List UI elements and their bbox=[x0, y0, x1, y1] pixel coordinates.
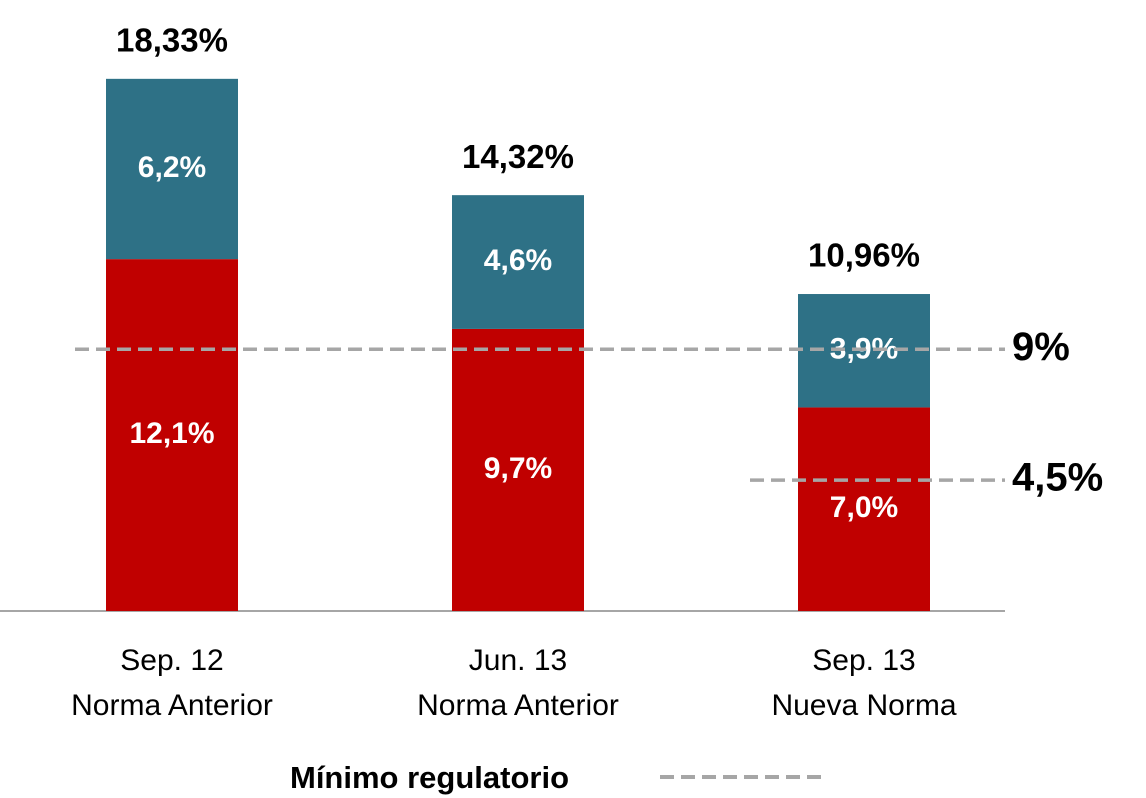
x-tick-label: Norma Anterior bbox=[417, 689, 619, 722]
segment-label: 12,1% bbox=[129, 417, 214, 450]
legend-label: Mínimo regulatorio bbox=[290, 760, 569, 795]
segment-label: 7,0% bbox=[830, 491, 898, 524]
x-tick-label: Nueva Norma bbox=[771, 689, 956, 722]
bar-segment bbox=[106, 259, 238, 611]
segment-label: 9,7% bbox=[484, 452, 552, 485]
bar-segment bbox=[452, 328, 584, 611]
segment-label: 4,6% bbox=[484, 244, 552, 277]
total-label: 10,96% bbox=[808, 237, 920, 274]
bar-segment bbox=[798, 407, 930, 611]
total-label: 18,33% bbox=[116, 22, 228, 59]
x-tick-label: Jun. 13 bbox=[469, 644, 567, 677]
reference-label: 9% bbox=[1012, 325, 1070, 369]
reference-label: 4,5% bbox=[1012, 456, 1103, 500]
bar-segment bbox=[452, 195, 584, 329]
x-tick-label: Norma Anterior bbox=[71, 689, 273, 722]
segment-label: 6,2% bbox=[138, 151, 206, 184]
x-tick-label: Sep. 13 bbox=[812, 644, 915, 677]
bar-segment bbox=[106, 78, 238, 260]
x-tick-label: Sep. 12 bbox=[120, 644, 223, 677]
total-label: 14,32% bbox=[462, 138, 574, 175]
